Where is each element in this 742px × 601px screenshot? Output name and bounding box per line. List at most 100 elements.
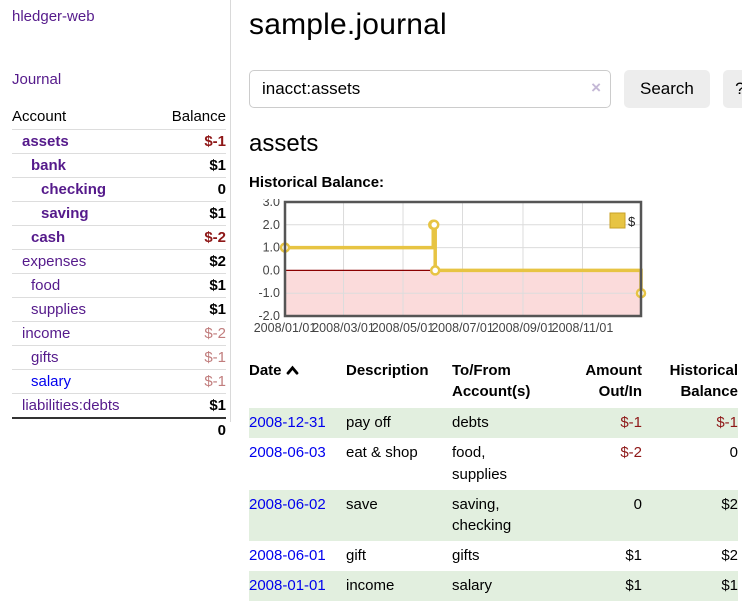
chart-title: Historical Balance: — [249, 174, 385, 191]
svg-text:1.0: 1.0 — [263, 241, 280, 255]
account-balance: $-2 — [154, 225, 226, 250]
svg-text:2008/01/01: 2008/01/01 — [254, 321, 317, 335]
sidebar-account-income[interactable]: income — [22, 325, 71, 342]
sidebar-account-expenses[interactable]: expenses — [22, 253, 87, 270]
register-row: 2008-06-01 gift gifts $1 $2 — [249, 541, 738, 571]
account-row: saving $1 — [12, 201, 226, 226]
transaction-date-cell: 2008-12-31 — [249, 408, 346, 438]
account-total-row: 0 — [12, 417, 226, 442]
transaction-balance: $2 — [721, 547, 738, 565]
sidebar-account-gifts[interactable]: gifts — [31, 349, 59, 366]
account-name-cell: supplies — [12, 297, 155, 322]
svg-text:-2.0: -2.0 — [258, 309, 280, 323]
account-row: supplies $1 — [12, 297, 226, 322]
account-row: expenses $2 — [12, 249, 226, 274]
account-row: gifts $-1 — [12, 345, 226, 370]
account-balance: $-1 — [154, 369, 226, 394]
account-name-cell: checking — [12, 177, 155, 202]
register-header-date[interactable]: Date — [249, 358, 346, 408]
transaction-amount: $-2 — [620, 444, 642, 462]
transaction-date-link[interactable]: 2008-06-03 — [249, 444, 326, 462]
account-row: bank $1 — [12, 153, 226, 178]
transaction-tofrom-accounts: gifts — [452, 547, 480, 565]
account-row: food $1 — [12, 273, 226, 298]
sidebar-account-cash[interactable]: cash — [31, 229, 66, 246]
account-table-body: assets $-1 bank $1 checking 0 saving $1 cash $-2 e… — [12, 129, 226, 418]
search-button[interactable]: Search — [624, 70, 710, 108]
transaction-description: pay off — [346, 414, 391, 432]
svg-text:0.0: 0.0 — [263, 263, 280, 277]
transaction-description: save — [346, 495, 378, 513]
account-name-cell: income — [12, 321, 155, 346]
sidebar-account-supplies[interactable]: supplies — [31, 301, 87, 318]
account-name-cell: bank — [12, 153, 155, 178]
account-name-cell: expenses — [12, 249, 155, 274]
date-header-label: Date — [249, 362, 282, 379]
total-spacer — [12, 417, 155, 442]
account-name-cell: saving — [12, 201, 155, 226]
svg-text:3.0: 3.0 — [263, 199, 280, 209]
svg-text:2008/07/01: 2008/07/01 — [431, 321, 494, 335]
account-row: liabilities:debts $1 — [12, 393, 226, 418]
account-balance: 0 — [154, 177, 226, 202]
svg-text:2.0: 2.0 — [263, 218, 280, 232]
main-content: sample.journal × Search ? assets Histori… — [231, 0, 742, 601]
svg-text:2008/05/01: 2008/05/01 — [372, 321, 435, 335]
help-button[interactable]: ? — [722, 70, 742, 108]
account-row: cash $-2 — [12, 225, 226, 250]
sidebar-account-assets[interactable]: assets — [22, 133, 69, 150]
register-table: Date Description To/From Account(s) Amou… — [249, 358, 738, 601]
transaction-tofrom-accounts: debts — [452, 414, 489, 432]
transaction-date-link[interactable]: 2008-01-01 — [249, 576, 326, 594]
search-input[interactable] — [249, 70, 611, 108]
sidebar: hledger-web Journal Account Balance asse… — [0, 0, 231, 442]
account-balance: $1 — [154, 273, 226, 298]
sidebar-account-checking[interactable]: checking — [41, 181, 107, 198]
account-row: checking 0 — [12, 177, 226, 202]
transaction-amount: $1 — [625, 576, 642, 594]
svg-text:-1.0: -1.0 — [258, 286, 280, 300]
sidebar-account-food[interactable]: food — [31, 277, 61, 294]
brand-link[interactable]: hledger-web — [12, 8, 95, 25]
page-title: sample.journal — [249, 8, 447, 41]
transaction-date-cell: 2008-06-02 — [249, 490, 346, 542]
transaction-amount: 0 — [633, 495, 642, 513]
register-row: 2008-06-02 save saving, checking 0 $2 — [249, 489, 738, 542]
register-row: 2008-12-31 pay off debts $-1 $-1 — [249, 408, 738, 439]
register-row: 2008-06-03 eat & shop food, supplies $-2 0 — [249, 438, 738, 490]
sidebar-account-saving[interactable]: saving — [41, 205, 89, 222]
account-balance: $1 — [154, 201, 226, 226]
svg-text:2008/11/01: 2008/11/01 — [552, 321, 614, 335]
account-balance: $1 — [154, 153, 226, 178]
register-header-amount: Amount Out/In — [585, 362, 642, 400]
transaction-date-link[interactable]: 2008-06-02 — [249, 495, 326, 513]
transaction-date-link[interactable]: 2008-12-31 — [249, 414, 326, 432]
transaction-tofrom-accounts: saving, checking — [452, 495, 512, 535]
sidebar-account-bank[interactable]: bank — [31, 157, 67, 174]
account-name-cell: cash — [12, 225, 155, 250]
register-header-description: Description — [346, 362, 429, 379]
account-name-cell: salary — [12, 369, 155, 394]
historical-balance-chart: $3.0 2.0 1.0 0.0 -1.0 -2.0 2008/01/01 2008/03/0… — [249, 195, 742, 344]
account-balance: $-1 — [154, 345, 226, 370]
transaction-balance: 0 — [729, 444, 738, 462]
transaction-balance: $2 — [721, 495, 738, 513]
clear-search-icon[interactable]: × — [591, 78, 601, 97]
sidebar-account-liabilities-debts[interactable]: liabilities:debts — [22, 397, 120, 414]
account-balance-table: Account Balance assets $-1 bank $1 checking 0… — [12, 105, 226, 442]
transaction-date-link[interactable]: 2008-06-01 — [249, 547, 326, 565]
svg-text:2008/09/01: 2008/09/01 — [492, 321, 555, 335]
account-name-cell: liabilities:debts — [12, 393, 155, 418]
sidebar-item-journal[interactable]: Journal — [12, 71, 62, 88]
account-row: salary $-1 — [12, 369, 226, 394]
account-balance: $1 — [154, 393, 226, 418]
search-box: × — [249, 70, 611, 108]
account-balance: $-2 — [154, 321, 226, 346]
svg-text:2008/03/01: 2008/03/01 — [312, 321, 375, 335]
account-row: income $-2 — [12, 321, 226, 346]
account-balance: $1 — [154, 297, 226, 322]
transaction-amount: $1 — [625, 547, 642, 565]
transaction-amount: $-1 — [620, 414, 642, 432]
sidebar-account-salary[interactable]: salary — [31, 373, 72, 390]
